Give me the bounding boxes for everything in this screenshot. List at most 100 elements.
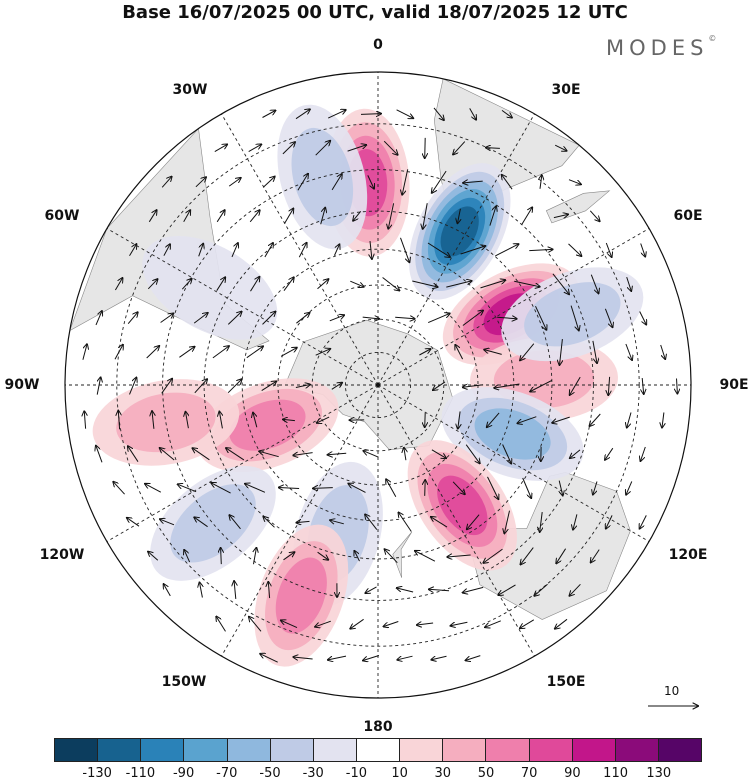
wind-arrow (264, 243, 273, 258)
lon-label-0: 0 (373, 37, 383, 53)
wind-arrow (262, 177, 275, 188)
wind-arrow (662, 412, 664, 428)
anomaly-blob (196, 378, 339, 473)
wind-arrow (254, 548, 257, 565)
wind-arrow (404, 448, 406, 461)
wind-arrow (626, 276, 632, 291)
wind-arrow (552, 416, 570, 423)
wind-arrow (480, 280, 506, 289)
wind-arrow (419, 349, 430, 356)
wind-arrow (606, 515, 613, 528)
wind-arrow (485, 620, 501, 627)
wind-arrow (164, 584, 171, 597)
wind-arrow (639, 311, 647, 325)
wind-arrow (363, 451, 379, 458)
wind-arrow (592, 340, 597, 363)
wind-arrow (348, 484, 366, 493)
wind-arrow (568, 179, 581, 185)
wind-arrow (425, 480, 426, 496)
colorbar-tick-label: 30 (434, 766, 452, 781)
wind-arrow (262, 111, 276, 118)
wind-arrow (365, 514, 378, 530)
wind-arrow (399, 513, 412, 532)
wind-arrow (397, 655, 413, 660)
wind-arrow (423, 203, 428, 229)
wind-arrow (195, 177, 206, 188)
wind-arrow (234, 581, 236, 599)
colorbar-tick-label: -130 (82, 766, 112, 781)
colorbar-cell (529, 739, 573, 761)
wind-arrow (570, 449, 581, 458)
wind-arrow (193, 313, 208, 324)
anomaly-blob (150, 465, 276, 581)
wind-arrow (535, 305, 547, 330)
colorbar (54, 738, 702, 762)
wind-arrow (161, 379, 172, 394)
colorbar-cell (184, 739, 228, 761)
wind-arrow (446, 281, 471, 288)
wind-arrow (458, 411, 460, 428)
wind-arrow (608, 376, 609, 395)
colorbar-cell (615, 739, 659, 761)
colorbar-cell (486, 739, 530, 761)
wind-arrow (365, 586, 377, 593)
lon-label-120e: 120E (668, 547, 708, 563)
wind-arrow (452, 481, 465, 494)
wind-arrow (501, 109, 512, 117)
wind-arrow (280, 348, 297, 357)
wind-arrow (462, 311, 483, 326)
map-border (64, 71, 692, 699)
wind-arrow (589, 210, 599, 221)
wind-arrow (226, 448, 245, 461)
wind-arrow (114, 278, 122, 291)
wind-arrow (250, 277, 260, 292)
wind-arrow (160, 314, 174, 323)
wind-arrow (354, 551, 360, 562)
wind-arrow (161, 177, 171, 188)
wind-arrow (147, 279, 157, 290)
wind-arrow (283, 552, 295, 561)
wind-arrow (627, 412, 632, 428)
wind-arrow (465, 444, 480, 464)
wind-arrow (179, 347, 194, 358)
wind-arrow (315, 349, 331, 356)
wind-arrow (520, 343, 535, 361)
wind-arrow (96, 446, 103, 463)
wind-arrow (514, 280, 540, 286)
wind-arrow (331, 174, 342, 191)
wind-arrow (216, 277, 226, 291)
wind-arrow (396, 109, 414, 118)
wind-arrow (84, 411, 85, 429)
wind-arrow (330, 520, 344, 524)
lon-label-90e: 90E (719, 377, 749, 393)
colorbar-tick-label: -70 (216, 766, 238, 781)
lon-label-30w: 30W (172, 82, 208, 98)
wind-arrow (530, 380, 552, 392)
anomaly-blob (441, 387, 584, 481)
wind-arrow (293, 453, 313, 456)
wind-arrow (262, 312, 276, 325)
wind-arrow (451, 621, 468, 626)
wind-arrow (425, 412, 426, 427)
wind-arrow (184, 550, 191, 563)
wind-arrow (640, 243, 646, 257)
wind-arrow (467, 514, 480, 530)
lon-label-30e: 30E (551, 82, 581, 98)
wind-arrow (370, 241, 372, 259)
wind-arrow (317, 416, 330, 423)
wind-arrow (331, 383, 342, 390)
wind-arrow (320, 208, 326, 225)
wind-arrow (504, 510, 510, 534)
wind-arrow (463, 181, 483, 183)
wind-arrow (248, 144, 262, 153)
wind-arrow (221, 548, 222, 565)
wind-arrow (260, 654, 278, 663)
landmass (545, 190, 611, 224)
anomaly-blob (501, 267, 644, 362)
wind-arrow (568, 243, 582, 256)
wind-arrow (433, 107, 444, 120)
wind-arrow (463, 385, 484, 388)
wind-arrow (284, 209, 294, 224)
colorbar-cell (356, 739, 401, 761)
